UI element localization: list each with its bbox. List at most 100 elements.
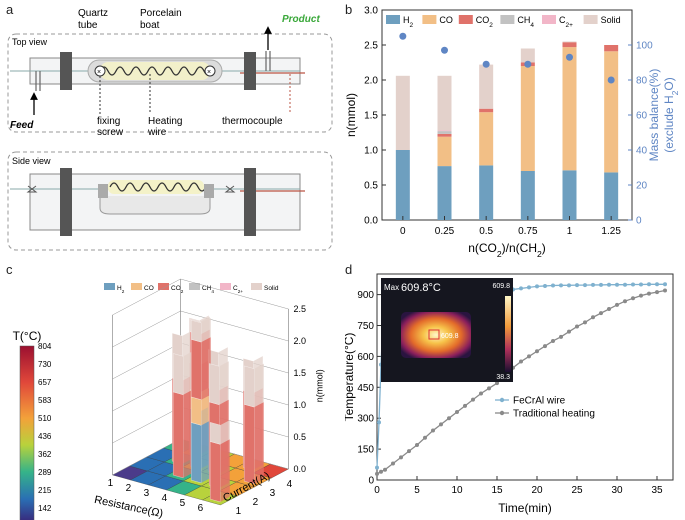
quartz-label: Quartz <box>78 8 108 19</box>
c-x-tick-4: 5 <box>180 498 186 509</box>
bar-solid-0 <box>395 75 410 150</box>
d-series-point-1-4 <box>399 455 403 460</box>
d-y-tick-label: 600 <box>357 352 374 363</box>
d-series-point-1-25 <box>567 329 571 334</box>
d-series-point-0-27 <box>559 283 563 288</box>
d-series-point-0-29 <box>575 283 579 288</box>
d-series-point-1-34 <box>639 293 643 298</box>
d-series-point-1-35 <box>647 291 651 296</box>
d-series-point-0-32 <box>599 282 603 287</box>
c-bar-front-solid-8 <box>209 363 220 405</box>
colorbar <box>19 345 35 520</box>
d-y-tick-label: 150 <box>357 445 374 456</box>
thermal-scale-top: 609.8 <box>492 283 510 290</box>
colorbar-tick-6: 362 <box>38 450 52 459</box>
panel-d-chart: 0 150 300 450 600 750 900 0 5 10 15 20 25 30 35 FeCrAl … <box>345 273 674 515</box>
d-series-point-0-24 <box>535 284 539 289</box>
left-flange-top <box>60 52 72 90</box>
c-x-tick-2: 3 <box>144 488 150 499</box>
heating-wire-side <box>109 182 207 192</box>
d-series-point-0-23 <box>527 285 531 290</box>
d-series-point-1-26 <box>575 324 579 329</box>
d-series-point-1-22 <box>543 344 547 349</box>
d-x-tick-label: 15 <box>491 485 503 496</box>
heating-label: Heating <box>148 116 182 127</box>
y2-tick-label: 40 <box>636 146 648 157</box>
bar-solid-2 <box>479 64 494 109</box>
c-x-axis-label: Resistance(Ω) <box>93 494 164 520</box>
x-tick-label: 0.5 <box>479 226 493 237</box>
d-series-point-1-28 <box>591 315 595 320</box>
d-series-point-0-37 <box>639 282 643 287</box>
d-x-tick-label: 30 <box>611 485 623 496</box>
c-bar-front-solid-6 <box>173 353 184 395</box>
mass-balance-point-4 <box>566 53 573 61</box>
y2-axis-label-2: (exclude H2O) <box>662 77 680 153</box>
top-view-frame <box>7 33 333 133</box>
d-series-point-0-30 <box>583 283 587 288</box>
wire-label: wire <box>147 127 167 138</box>
d-series-point-1-15 <box>487 386 491 391</box>
y-tick-label: 2.0 <box>364 76 378 87</box>
fixing-screw-right <box>204 65 216 77</box>
c-legend-swatch-0 <box>104 283 115 290</box>
y2-tick-label: 100 <box>636 41 653 52</box>
c-legend-label-1: CO <box>144 285 154 292</box>
colorbar-tick-8: 215 <box>38 486 52 495</box>
d-series-point-1-2 <box>383 467 387 472</box>
c-legend-swatch-5 <box>251 283 262 290</box>
plot-frame <box>381 9 633 221</box>
c-bar-front-solid-7 <box>191 319 202 343</box>
colorbar-tick-1: 730 <box>38 360 52 369</box>
d-series-point-1-32 <box>623 299 627 304</box>
c-bar-front-co2-5 <box>244 404 255 485</box>
right-flange-top <box>244 52 256 90</box>
d-series-point-0-26 <box>551 283 555 288</box>
svg-text:×: × <box>97 69 101 76</box>
panel-c-letter: c <box>6 262 13 277</box>
y-tick-label: 0.0 <box>364 216 378 227</box>
z-tick-label: 0.0 <box>294 464 307 474</box>
c-bar-front-co2-10 <box>210 441 221 503</box>
c-bar-side-solid-7 <box>201 317 211 343</box>
c-bar-side-solid-6 <box>183 351 193 395</box>
y2-tick-label: 80 <box>636 76 648 87</box>
y2-tick-label: 60 <box>636 111 648 122</box>
c-legend-swatch-4 <box>220 283 231 290</box>
c-legend-label-0: H2 <box>117 285 125 294</box>
c-legend-swatch-2 <box>158 283 169 290</box>
d-series-point-1-14 <box>479 391 483 396</box>
d-series-point-1-16 <box>495 381 499 386</box>
legend-swatch-2 <box>458 15 473 24</box>
bar-solid-1 <box>437 75 452 131</box>
legend-label-3: CH4 <box>517 15 534 29</box>
side-view-frame <box>7 151 333 251</box>
d-series-point-1-36 <box>655 290 659 295</box>
legend-swatch-4 <box>542 15 556 24</box>
d-x-axis-label: Time(min) <box>498 501 552 515</box>
x-tick-label: 0.75 <box>518 226 538 237</box>
colorbar-tick-5: 436 <box>38 432 52 441</box>
bar-solid-3 <box>520 48 535 63</box>
product-label: Product <box>282 14 320 25</box>
y-tick-label: 0.5 <box>364 181 378 192</box>
c-bar-front-solid-10 <box>210 422 221 445</box>
panel-b-chart: 0.0 0.5 1.0 1.5 2.0 2.5 3.0 0 20 40 60 80 100 0 0.25 0.… <box>344 6 680 259</box>
d-series-point-1-27 <box>583 320 587 325</box>
mass-balance-point-0 <box>399 32 407 40</box>
x-tick-label: 1 <box>567 226 573 237</box>
c-bar-side-solid-8 <box>219 361 229 405</box>
c-bar-side-co2-5 <box>254 402 264 484</box>
y2-axis-label-1: Mass balance(%) <box>647 69 661 162</box>
y-tick-label: 1.0 <box>364 146 378 157</box>
bar-co-2 <box>479 112 494 166</box>
porcelain-boat-side <box>99 196 211 215</box>
d-legend-label-0: FeCrAl wire <box>513 396 566 407</box>
d-x-tick-label: 20 <box>531 485 543 496</box>
c-x-tick-5: 6 <box>198 503 204 514</box>
d-x-tick-label: 5 <box>414 485 420 496</box>
side-view-label: Side view <box>12 156 51 166</box>
d-series-point-0-1 <box>377 420 381 425</box>
panel-a-schematic: Top view × × Quartz tube Porcelain boat … <box>7 8 333 251</box>
legend-label-5: Solid <box>601 15 621 25</box>
